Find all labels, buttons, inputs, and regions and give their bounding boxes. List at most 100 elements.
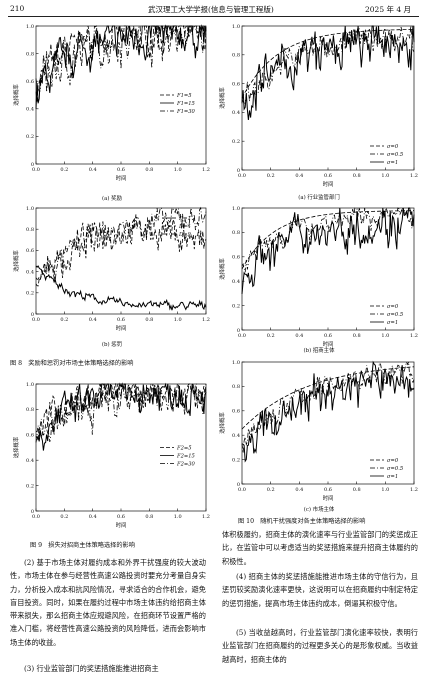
fig9-series-line-1 bbox=[35, 382, 207, 443]
fig9-x-tick-label: 0.4 bbox=[89, 514, 97, 520]
fig10a-x-axis-label: 时间 bbox=[323, 180, 334, 188]
fig8b-y-tick-label: 0.6 bbox=[26, 248, 34, 254]
fig10c-series-line-2 bbox=[241, 360, 415, 454]
fig10b-x-tick-label: 0.6 bbox=[324, 333, 332, 339]
fig10c-x-tick-label: 0.2 bbox=[267, 487, 275, 493]
fig8a-svg: 0.0 0.2 0.4 0.6 0.8 1.0 1.2 0 0.2 0.4 0.6 0.8 1.0 时间 选… bbox=[12, 24, 210, 182]
fig10b-x-tick-label: 0.0 bbox=[238, 333, 246, 339]
fig10b-legend-label: σ=0 bbox=[387, 304, 399, 310]
fig10c-subcaption: (c) 市场主体 bbox=[303, 507, 335, 513]
fig8a-y-tick-label: 0.6 bbox=[26, 79, 34, 85]
fig8b-y-tick-label: 0.8 bbox=[26, 227, 34, 233]
fig9-x-axis-label: 时间 bbox=[116, 521, 127, 529]
header-rule bbox=[8, 16, 419, 17]
fig8b-y-tick-label: 0.4 bbox=[26, 269, 34, 275]
fig8b-x-tick-label: 0.2 bbox=[60, 317, 68, 323]
fig8b-legend-label: D=4 bbox=[178, 224, 191, 230]
fig10a-legend-label: σ=0.5 bbox=[387, 152, 403, 158]
fig10c-y-tick-label: 0.6 bbox=[232, 409, 240, 415]
fig10a-y-tick-label: 0.8 bbox=[232, 53, 240, 59]
fig10a-x-tick-label: 0.4 bbox=[295, 173, 303, 179]
fig10a-subcaption: (a) 行业监管部门 bbox=[298, 195, 340, 201]
fig9-y-tick-label: 0 bbox=[31, 509, 34, 515]
fig8b-x-tick-label: 1.2 bbox=[202, 317, 210, 323]
fig10b-y-axis-label: 选择概率 bbox=[218, 258, 226, 280]
fig8b-series-line-3 bbox=[35, 206, 207, 283]
issue-date: 2025 年 4 月 bbox=[365, 5, 412, 14]
fig8b-series-line-1 bbox=[35, 265, 207, 311]
fig10b-subcaption: (b) 招商主体 bbox=[303, 348, 335, 354]
fig8a-x-tick-label: 0.0 bbox=[32, 167, 40, 173]
fig8a-x-tick-label: 1.2 bbox=[202, 167, 210, 173]
fig10c-y-tick-label: 0.2 bbox=[232, 457, 240, 463]
fig9-y-tick-label: 1.0 bbox=[26, 382, 34, 388]
fig9-x-tick-label: 1.0 bbox=[174, 514, 182, 520]
fig10b-y-tick-label: 0.4 bbox=[232, 279, 240, 285]
fig9-x-tick-label: 1.2 bbox=[202, 514, 210, 520]
fig10a-x-tick-label: 0.6 bbox=[324, 173, 332, 179]
running-header: 210 武汉理工大学学报(信息与管理工程版) 2025 年 4 月 bbox=[0, 0, 427, 18]
fig10a-svg: 0.0 0.2 0.4 0.6 0.8 1.0 1.2 0 0.2 0.4 0.6 0.8 1.0 时间 选… bbox=[218, 24, 418, 188]
fig8b-x-tick-label: 0.0 bbox=[32, 317, 40, 323]
fig8-caption: 图 8 奖励和惩罚对市场主体策略选择的影响 bbox=[10, 360, 134, 367]
fig10a-series-line-2 bbox=[241, 25, 415, 105]
fig8a-y-tick-label: 0 bbox=[31, 162, 34, 168]
fig10a-x-tick-label: 0.8 bbox=[353, 173, 361, 179]
fig8b-legend-label: D=9 bbox=[178, 232, 192, 238]
fig10a-series-line-1 bbox=[241, 29, 415, 99]
fig8b-subcaption: (b) 惩罚 bbox=[101, 342, 123, 348]
fig8a-y-tick-label: 0.2 bbox=[26, 134, 34, 140]
fig9-legend-label: F2=30 bbox=[176, 461, 196, 467]
fig9-y-tick-label: 0.8 bbox=[26, 407, 34, 413]
fig10b-legend-label: σ=1 bbox=[387, 320, 398, 326]
fig9-series-line-3 bbox=[35, 383, 207, 442]
fig10b-x-axis-label: 时间 bbox=[323, 340, 334, 348]
fig8a-y-tick-label: 1.0 bbox=[26, 24, 34, 30]
fig10c-y-tick-label: 0.8 bbox=[232, 384, 240, 390]
fig10b-legend-label: σ=0.5 bbox=[387, 312, 403, 318]
fig10b-series-line-2 bbox=[241, 206, 415, 273]
fig8a-x-tick-label: 0.4 bbox=[89, 167, 97, 173]
fig9-caption: 图 9 损失对招商主体策略选择的影响 bbox=[30, 542, 135, 549]
fig10b-x-tick-label: 0.2 bbox=[267, 333, 275, 339]
fig9-y-tick-label: 0.4 bbox=[26, 458, 34, 464]
fig8a-y-tick-label: 0.8 bbox=[26, 51, 34, 57]
fig10c-x-tick-label: 1.0 bbox=[381, 487, 389, 493]
fig10c-x-axis-label: 时间 bbox=[323, 494, 334, 502]
fig10a-x-tick-label: 0.0 bbox=[238, 173, 246, 179]
fig10b-x-tick-label: 1.2 bbox=[410, 333, 418, 339]
fig8a-series-line-2 bbox=[35, 24, 207, 109]
fig10c-legend-label: σ=0 bbox=[387, 458, 399, 464]
fig10c-x-tick-label: 0.0 bbox=[238, 487, 246, 493]
fig10b-y-tick-label: 0.2 bbox=[232, 303, 240, 309]
fig8a-x-tick-label: 0.2 bbox=[60, 167, 68, 173]
fig10a-x-tick-label: 1.0 bbox=[381, 173, 389, 179]
fig8a-x-axis-label: 时间 bbox=[116, 174, 127, 182]
fig10b-chart: 0.0 0.2 0.4 0.6 0.8 1.0 1.2 0 0.2 0.4 0.6 0.8 1.0 时间 选… bbox=[218, 202, 420, 352]
fig9-y-axis-label: 选择概率 bbox=[12, 436, 20, 458]
fig10a-y-tick-label: 0.2 bbox=[232, 139, 240, 145]
fig10a-y-axis-label: 选择概率 bbox=[218, 87, 226, 109]
fig9-legend-label: F2=15 bbox=[176, 453, 195, 459]
fig8b-legend-label: D=1 bbox=[178, 216, 191, 222]
fig10c-chart: 0.0 0.2 0.4 0.6 0.8 1.0 1.2 0 0.2 0.4 0.6 0.8 1.0 时间 选… bbox=[218, 356, 420, 506]
fig10c-y-tick-label: 0 bbox=[237, 482, 240, 488]
fig10a-y-tick-label: 1.0 bbox=[232, 24, 240, 30]
fig9-x-tick-label: 0.8 bbox=[145, 514, 153, 520]
fig10a-legend-label: σ=1 bbox=[387, 160, 398, 166]
left-paragraph-3: (3) 行业监管部门的奖惩措施能推进招商主 bbox=[24, 664, 159, 673]
fig10c-x-tick-label: 0.8 bbox=[353, 487, 361, 493]
fig10a-x-tick-label: 0.2 bbox=[267, 173, 275, 179]
fig10b-y-tick-label: 0.8 bbox=[232, 230, 240, 236]
fig8b-y-tick-label: 1.0 bbox=[26, 206, 34, 212]
fig8b-x-tick-label: 0.6 bbox=[117, 317, 125, 323]
fig10b-x-tick-label: 0.4 bbox=[295, 333, 303, 339]
fig9-x-tick-label: 0.6 bbox=[117, 514, 125, 520]
fig8b-y-tick-label: 0.2 bbox=[26, 291, 34, 297]
fig10b-y-tick-label: 0 bbox=[237, 328, 240, 334]
fig10a-y-tick-label: 0 bbox=[237, 168, 240, 174]
fig9-x-tick-label: 0.2 bbox=[60, 514, 68, 520]
left-paragraph-2: (2) 基于市场主体对履约成本和外界干扰强度的较大波动性，市场主体在参与经营性高… bbox=[10, 558, 206, 647]
fig8b-x-tick-label: 1.0 bbox=[174, 317, 182, 323]
fig10c-legend-label: σ=0.5 bbox=[387, 466, 403, 472]
